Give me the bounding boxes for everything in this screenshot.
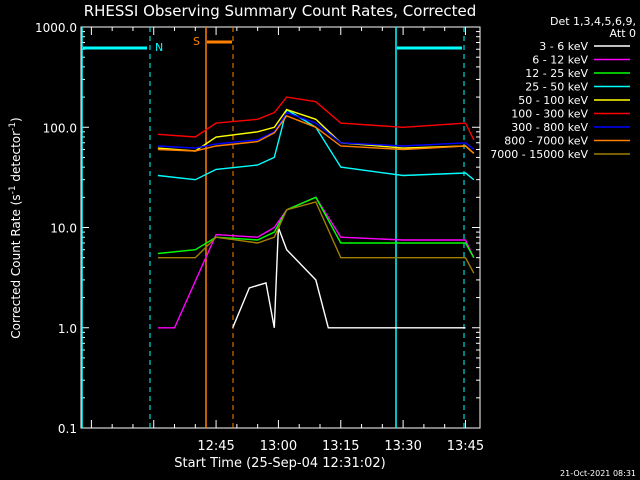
legend-label-4: 50 - 100 keV — [518, 94, 588, 107]
y-tick-label: 1000.0 — [35, 21, 77, 35]
footer-date: 21-Oct-2021 08:31 — [560, 469, 636, 478]
legend-header-line-1: Det 1,3,4,5,6,9, — [550, 15, 636, 28]
chart-title: RHESSI Observing Summary Count Rates, Co… — [84, 2, 477, 20]
legend-label-1: 6 - 12 keV — [532, 54, 588, 67]
x-tick-label: 13:00 — [260, 439, 297, 454]
y-tick-label: 0.1 — [58, 422, 77, 436]
saa-flag-label: S — [193, 35, 200, 48]
legend-label-6: 300 - 800 keV — [511, 121, 588, 134]
legend-label-5: 100 - 300 keV — [511, 108, 588, 121]
legend-label-3: 25 - 50 keV — [525, 81, 588, 94]
x-tick-label: 12:45 — [197, 439, 234, 454]
y-tick-label: 1.0 — [58, 322, 77, 336]
x-axis-label: Start Time (25-Sep-04 12:31:02) — [174, 456, 385, 471]
legend-label-7: 800 - 7000 keV — [504, 135, 588, 148]
y-axis-label-main: Corrected Count Rate (s — [9, 194, 23, 338]
x-tick-label: 13:15 — [322, 439, 359, 454]
legend-label-0: 3 - 6 keV — [539, 40, 588, 53]
legend-label-2: 12 - 25 keV — [525, 67, 588, 80]
y-tick-label: 10.0 — [50, 222, 77, 236]
y-tick-label: 100.0 — [43, 121, 77, 135]
series-line-0 — [232, 227, 466, 329]
series-line-5 — [157, 96, 475, 141]
x-tick-label: 13:45 — [447, 439, 484, 454]
y-axis-label-mid: detector — [9, 131, 23, 186]
y-axis-label-sup2: -1 — [8, 122, 18, 131]
x-tick-label: 13:30 — [384, 439, 421, 454]
y-axis-label: Corrected Count Rate (s-1 detector-1) — [8, 117, 23, 338]
series-line-6 — [157, 111, 475, 151]
series-line-7 — [157, 114, 475, 154]
legend-header-line-2: Att 0 — [610, 27, 636, 40]
night-flag-label: N — [155, 41, 163, 54]
series-line-8 — [157, 201, 475, 274]
legend-label-8: 7000 - 15000 keV — [490, 148, 588, 161]
series-line-4 — [157, 108, 475, 154]
y-axis-label-end: ) — [9, 117, 23, 122]
y-axis-label-sup1: -1 — [8, 185, 18, 194]
